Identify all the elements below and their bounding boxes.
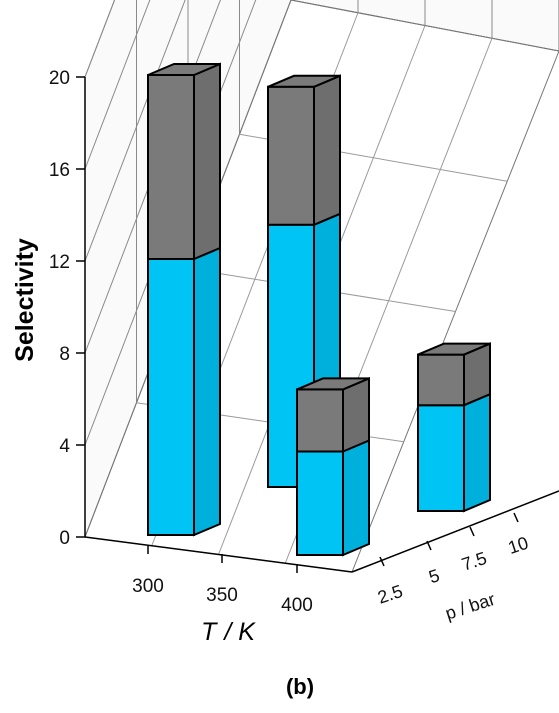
z-tick-label: 5 (426, 565, 442, 587)
axis-layer: 0 4 8 12 16 20 300 350 400 2.5 5 7.5 10 (49, 68, 559, 616)
x-axis-title: T / K (201, 618, 256, 646)
bar-upper-side (193, 62, 221, 261)
x-tick-label: 350 (206, 585, 238, 606)
z-tick-label: 2.5 (375, 581, 405, 608)
bar-lower-side (193, 246, 221, 537)
bar-300-2.5 (147, 62, 221, 537)
x-tick-label: 300 (132, 576, 164, 597)
bar-upper-front (296, 388, 344, 453)
y-tick-label: 12 (49, 252, 70, 273)
bar-400-2.5 (296, 376, 370, 557)
bar-upper-front (267, 85, 315, 226)
z-tick-mark (513, 512, 519, 523)
bar-lower-front (296, 450, 344, 556)
bar-upper-top (267, 74, 341, 88)
grid-line-left (84, 0, 151, 170)
z-axis-line (351, 490, 559, 573)
y-axis-title: Selectivity (11, 238, 39, 362)
x-axis-line (84, 536, 353, 573)
z-tick-mark (469, 526, 475, 537)
x-axis-symbol: T (201, 618, 218, 646)
bar-upper-top (296, 377, 370, 391)
bar-upper-side (313, 74, 341, 227)
x-axis-unit: / K (222, 618, 256, 646)
z-tick-label: 10 (506, 533, 531, 558)
y-tick-label: 4 (59, 436, 70, 457)
bar-upper-top (147, 63, 221, 76)
z-axis-title: p / bar (443, 589, 498, 624)
bar-lower-side (463, 392, 491, 513)
y-tick-label: 16 (49, 160, 70, 181)
grid-line-left (84, 0, 186, 262)
bar-upper-top (417, 342, 491, 356)
x-tick-label: 400 (281, 595, 313, 616)
y-tick-label: 0 (59, 528, 70, 549)
z-tick-label: 7.5 (459, 548, 489, 575)
z-tick-mark (426, 540, 432, 551)
figure-caption: (b) (286, 674, 314, 699)
bars-layer (147, 62, 491, 557)
bar-lower-front (417, 404, 465, 512)
bar-400-10 (417, 342, 491, 513)
y-tick-label: 20 (49, 68, 70, 89)
bar-lower-front (147, 258, 195, 536)
z-tick-mark (379, 556, 385, 567)
bar-lower-side (342, 438, 370, 557)
bar-upper-front (147, 74, 195, 260)
bar-upper-side (342, 376, 370, 454)
bar-upper-front (417, 353, 465, 407)
y-tick-label: 8 (59, 344, 70, 365)
